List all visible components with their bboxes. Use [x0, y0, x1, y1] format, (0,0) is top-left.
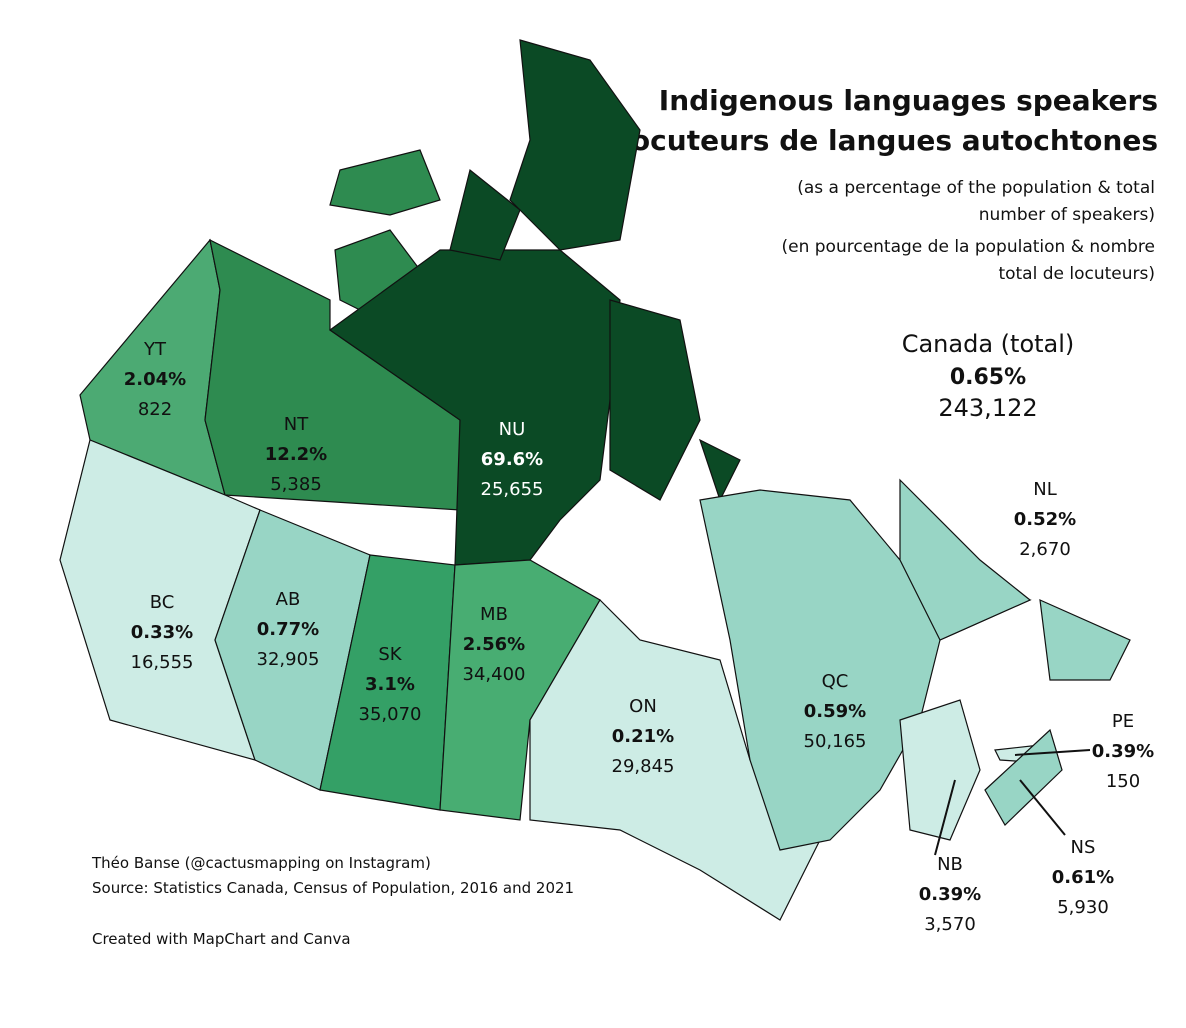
subtitle: (en pourcentage de la population & nombr… — [782, 237, 1156, 257]
leader-line — [934, 779, 956, 856]
region-count: 822 — [138, 399, 172, 420]
subtitle: (as a percentage of the population & tot… — [797, 178, 1155, 198]
region-share: 0.59% — [804, 701, 866, 722]
region-code: NL — [1033, 479, 1057, 500]
region — [328, 249, 621, 566]
region-share: 3.1% — [365, 674, 415, 695]
region — [899, 699, 981, 841]
region — [1039, 599, 1131, 681]
region-code: SK — [378, 644, 402, 665]
region-code: MB — [480, 604, 508, 625]
region-count: 35,070 — [359, 704, 422, 725]
credit: Created with MapChart and Canva — [92, 930, 351, 948]
region-count: 32,905 — [257, 649, 320, 670]
region-share: 0.52% — [1014, 509, 1076, 530]
region — [609, 299, 701, 501]
region-share: 0.39% — [1092, 741, 1154, 762]
total-share: 0.65% — [950, 365, 1026, 390]
region-count: 16,555 — [131, 652, 194, 673]
credit: Source: Statistics Canada, Census of Pop… — [92, 879, 574, 897]
region — [449, 168, 521, 261]
region-share: 0.61% — [1052, 867, 1114, 888]
region-count: 150 — [1106, 771, 1140, 792]
total-name: Canada (total) — [902, 330, 1075, 358]
region — [529, 599, 821, 921]
region-share: 0.33% — [131, 622, 193, 643]
region-code: NU — [499, 419, 526, 440]
region-code: AB — [276, 589, 301, 610]
region-share: 0.77% — [257, 619, 319, 640]
region-code: QC — [822, 671, 849, 692]
title: Indigenous languages speakers — [659, 84, 1158, 117]
credit: Théo Banse (@cactusmapping on Instagram) — [91, 854, 431, 872]
leader-line — [1019, 779, 1066, 836]
region-code: BC — [150, 592, 175, 613]
leader-line — [1014, 749, 1091, 756]
region-share: 2.56% — [463, 634, 525, 655]
region — [698, 438, 741, 502]
region-share: 0.21% — [612, 726, 674, 747]
region-share: 69.6% — [481, 449, 543, 470]
region-share: 12.2% — [265, 444, 327, 465]
region-share: 2.04% — [124, 369, 186, 390]
region-code: PE — [1112, 711, 1134, 732]
region-count: 5,930 — [1057, 897, 1109, 918]
region-share: 0.39% — [919, 884, 981, 905]
region-count: 3,570 — [924, 914, 976, 935]
region-code: ON — [629, 696, 657, 717]
total-count: 243,122 — [938, 394, 1037, 422]
labels: YT 2.04% 822 NT 12.2% 5,385 NU 69.6% 25,655 BC 0.3… — [124, 339, 1154, 935]
region-count: 5,385 — [270, 474, 322, 495]
subtitle: number of speakers) — [979, 205, 1155, 225]
region-code: YT — [143, 339, 167, 360]
region-code: NB — [937, 854, 963, 875]
regions — [59, 39, 1131, 921]
title: Locuteurs de langues autochtones — [613, 124, 1158, 157]
region-code: NT — [284, 414, 309, 435]
subtitle: total de locuteurs) — [998, 264, 1155, 284]
region-count: 2,670 — [1019, 539, 1071, 560]
region-count: 29,845 — [612, 756, 675, 777]
region-count: 34,400 — [463, 664, 526, 685]
region — [984, 728, 1063, 826]
region-code: NS — [1071, 837, 1096, 858]
region — [329, 149, 441, 216]
region — [899, 478, 1032, 641]
region-count: 25,655 — [481, 479, 544, 500]
region-count: 50,165 — [804, 731, 867, 752]
region — [214, 509, 371, 791]
region — [509, 39, 641, 251]
